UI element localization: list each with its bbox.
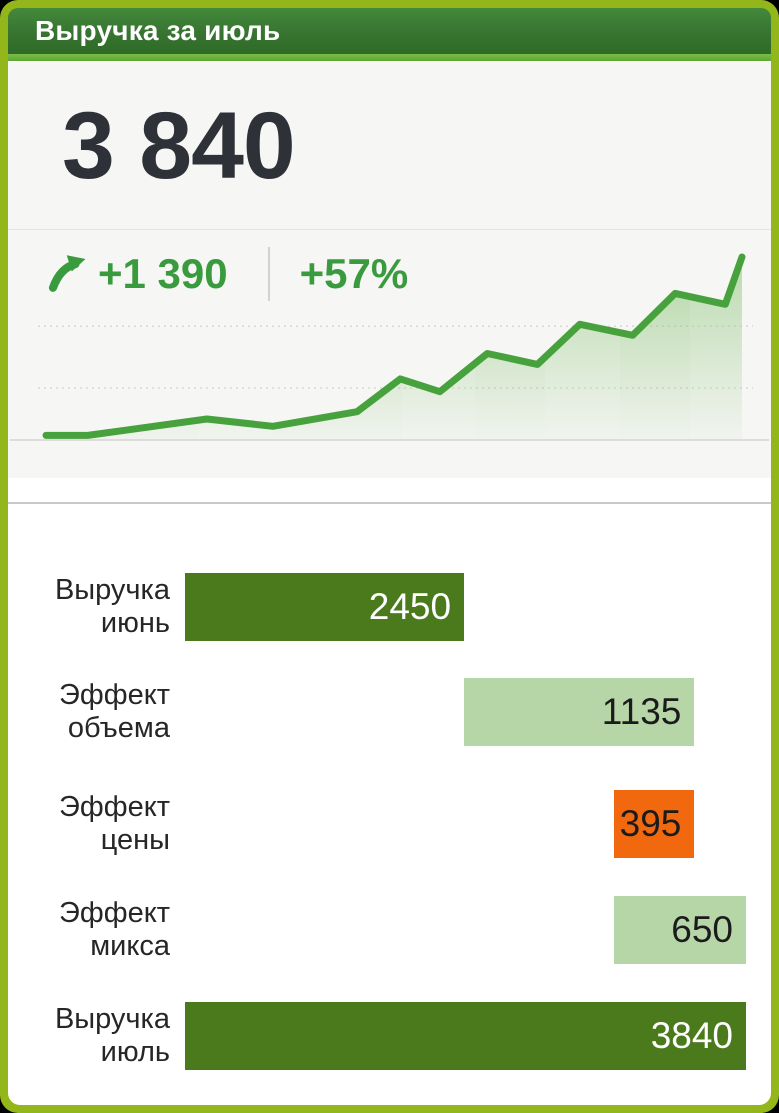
waterfall-row: Эффект микса 650 — [8, 896, 771, 964]
bar-mix-effect: 650 — [614, 896, 746, 964]
bar-value: 650 — [671, 909, 733, 950]
summary-card: 3 840 +1 390 +57% — [8, 61, 771, 479]
row-label: Эффект объема — [59, 679, 170, 744]
row-label: Выручка июнь — [54, 574, 170, 639]
row-label: Эффект цены — [59, 791, 170, 856]
bar-value: 395 — [619, 803, 682, 844]
bar-price-effect: 395 — [614, 790, 695, 858]
delta-separator — [267, 247, 270, 301]
row-label: Выручка июль — [54, 1003, 170, 1068]
waterfall-row: Выручка июль 3840 — [8, 1002, 771, 1070]
delta-absolute: +1 390 — [98, 250, 228, 297]
card-gap — [8, 478, 771, 504]
accent-strip — [8, 54, 771, 61]
bar-value: 2450 — [368, 586, 452, 627]
trend-area-chart — [10, 253, 769, 441]
bar-value: 3840 — [650, 1015, 733, 1056]
widget-header: Выручка за июль — [8, 8, 771, 54]
total-value: 3 840 — [62, 93, 296, 199]
bar-revenue-june: 2450 — [185, 573, 465, 641]
bar-value: 1135 — [601, 691, 682, 732]
bar-revenue-july: 3840 — [185, 1002, 746, 1070]
divider — [8, 229, 771, 230]
widget-title: Выручка за июль — [35, 15, 281, 46]
waterfall-row: Выручка июнь 2450 — [8, 573, 771, 641]
waterfall-row: Эффект цены 395 — [8, 790, 771, 858]
row-label: Эффект микса — [59, 897, 170, 962]
section-divider — [8, 502, 771, 504]
delta-row: +1 390 +57% — [48, 245, 408, 303]
delta-percent: +57% — [299, 250, 409, 297]
bar-volume-effect: 1135 — [464, 678, 695, 746]
waterfall-row: Эффект объема 1135 — [8, 678, 771, 746]
waterfall-card: Выручка июнь 2450 Эффект объема 1135 Эфф… — [8, 504, 771, 1105]
arrow-up-right-icon — [48, 255, 86, 292]
